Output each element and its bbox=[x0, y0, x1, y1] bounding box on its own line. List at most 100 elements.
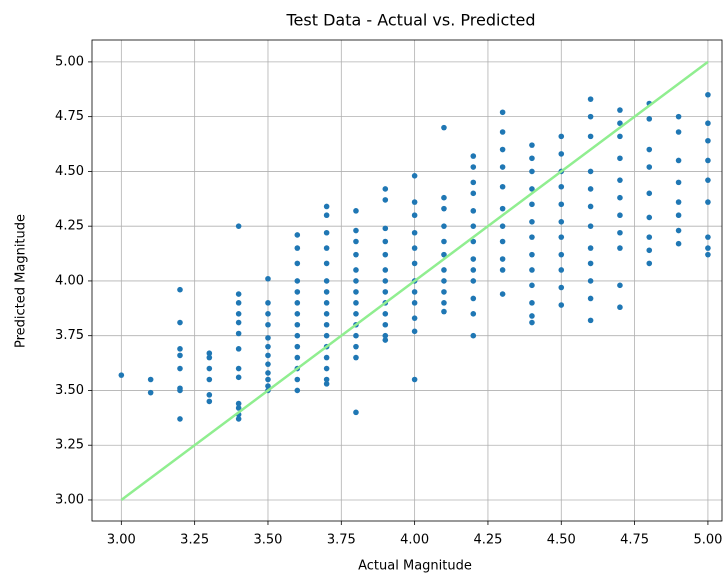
x-tick-label: 3.25 bbox=[180, 533, 209, 548]
point bbox=[353, 238, 359, 245]
point bbox=[441, 251, 447, 258]
point bbox=[353, 267, 359, 273]
point bbox=[411, 376, 418, 383]
point bbox=[235, 400, 242, 407]
y-tick-label: 4.25 bbox=[55, 219, 84, 234]
x-tick-label: 4.75 bbox=[620, 533, 649, 548]
point bbox=[265, 321, 271, 328]
point bbox=[558, 183, 565, 190]
point bbox=[617, 194, 623, 201]
point bbox=[323, 289, 330, 295]
point bbox=[587, 245, 594, 251]
point bbox=[646, 146, 653, 153]
point bbox=[411, 229, 418, 236]
point bbox=[411, 173, 418, 179]
point bbox=[499, 164, 506, 170]
point bbox=[323, 203, 330, 210]
point bbox=[587, 317, 594, 324]
point bbox=[617, 304, 623, 311]
point bbox=[294, 310, 301, 317]
point bbox=[177, 387, 183, 394]
point bbox=[617, 177, 623, 183]
point bbox=[323, 310, 330, 317]
point bbox=[177, 346, 183, 352]
point bbox=[529, 251, 535, 258]
point bbox=[411, 212, 418, 219]
point bbox=[705, 91, 711, 98]
point bbox=[265, 352, 271, 359]
point bbox=[206, 350, 213, 357]
point bbox=[323, 278, 330, 284]
point bbox=[382, 267, 389, 273]
point bbox=[675, 129, 682, 135]
point bbox=[235, 291, 242, 297]
y-tick-label: 5.00 bbox=[55, 54, 84, 69]
point bbox=[206, 365, 213, 372]
point bbox=[411, 315, 418, 321]
point bbox=[323, 245, 330, 251]
point bbox=[265, 300, 271, 306]
point bbox=[235, 374, 242, 381]
point bbox=[675, 113, 682, 120]
point bbox=[382, 186, 389, 192]
point bbox=[675, 240, 682, 247]
point bbox=[353, 289, 359, 295]
point bbox=[587, 278, 594, 284]
point bbox=[470, 179, 477, 186]
point bbox=[646, 190, 653, 197]
point bbox=[294, 321, 301, 328]
point bbox=[323, 376, 330, 383]
point bbox=[587, 295, 594, 302]
point bbox=[235, 223, 242, 229]
point bbox=[470, 267, 477, 273]
point bbox=[294, 300, 301, 306]
point bbox=[646, 214, 653, 221]
point bbox=[177, 286, 183, 293]
point bbox=[470, 208, 477, 214]
point bbox=[353, 208, 359, 214]
point bbox=[323, 381, 330, 387]
point bbox=[294, 332, 301, 339]
point bbox=[587, 223, 594, 229]
point bbox=[617, 282, 623, 289]
y-tick-label: 3.25 bbox=[55, 438, 84, 453]
point bbox=[411, 245, 418, 251]
point bbox=[499, 267, 506, 273]
point bbox=[441, 124, 447, 131]
chart-title: Test Data - Actual vs. Predicted bbox=[285, 11, 535, 30]
point bbox=[529, 234, 535, 240]
point bbox=[265, 310, 271, 317]
point bbox=[265, 376, 271, 383]
point bbox=[617, 212, 623, 219]
point bbox=[294, 376, 301, 383]
point bbox=[235, 300, 242, 306]
point bbox=[587, 186, 594, 192]
y-tick-label: 4.00 bbox=[55, 273, 84, 288]
point bbox=[646, 116, 653, 122]
point bbox=[235, 310, 242, 317]
point bbox=[294, 354, 301, 361]
point bbox=[382, 251, 389, 258]
point bbox=[411, 328, 418, 335]
point bbox=[353, 300, 359, 306]
point bbox=[470, 256, 477, 262]
point bbox=[470, 153, 477, 159]
point bbox=[382, 238, 389, 245]
point bbox=[411, 260, 418, 267]
point bbox=[206, 376, 213, 383]
point bbox=[382, 197, 389, 203]
point bbox=[177, 319, 183, 326]
point bbox=[382, 278, 389, 284]
point bbox=[235, 330, 242, 337]
point bbox=[499, 109, 506, 116]
point bbox=[529, 319, 535, 326]
point bbox=[411, 289, 418, 295]
point bbox=[323, 212, 330, 219]
y-tick-label: 3.00 bbox=[55, 492, 84, 507]
x-tick-label: 4.50 bbox=[547, 533, 576, 548]
point bbox=[675, 227, 682, 234]
point bbox=[294, 245, 301, 251]
point bbox=[705, 251, 711, 258]
point bbox=[675, 179, 682, 186]
point bbox=[675, 157, 682, 164]
